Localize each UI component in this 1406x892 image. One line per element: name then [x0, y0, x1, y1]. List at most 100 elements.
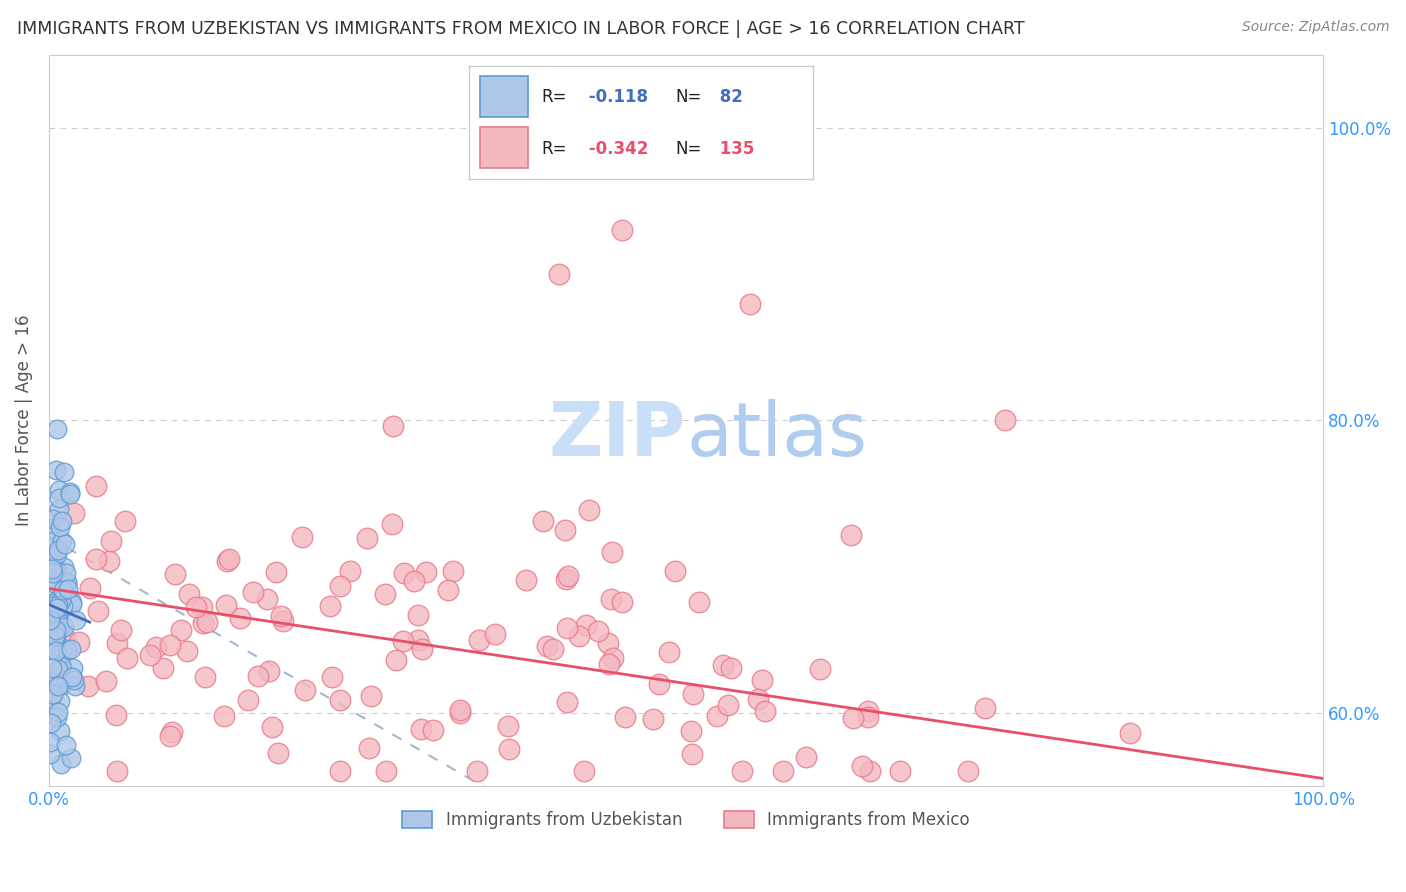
Point: [751, 673, 773, 688]
Point: [52, 667, 75, 681]
Y-axis label: In Labor Force | Age > 16: In Labor Force | Age > 16: [15, 315, 32, 526]
Point: [664, 564, 686, 578]
Point: [381, 517, 404, 532]
Point: [46, 679, 69, 693]
Point: [41, 561, 63, 575]
Point: [42, 686, 65, 700]
Point: [375, 764, 398, 779]
Point: [38, 747, 60, 761]
Point: [612, 223, 634, 237]
Point: [602, 651, 624, 665]
Point: [1119, 726, 1142, 740]
Point: [41, 541, 63, 555]
Point: [515, 573, 537, 587]
Point: [62, 661, 84, 675]
Point: [67, 635, 90, 649]
Point: [49, 756, 72, 771]
Point: [170, 623, 193, 637]
Point: [44, 629, 66, 643]
Point: [329, 579, 352, 593]
Point: [242, 585, 264, 599]
Point: [557, 569, 579, 583]
Point: [555, 621, 578, 635]
Point: [851, 759, 873, 773]
Point: [257, 664, 280, 678]
Point: [48, 623, 70, 637]
Point: [51, 514, 73, 528]
Point: [294, 683, 316, 698]
Point: [39, 716, 62, 731]
Point: [575, 617, 598, 632]
Point: [52, 620, 75, 634]
Point: [87, 604, 110, 618]
Point: [681, 724, 703, 739]
Point: [110, 624, 132, 638]
Point: [59, 485, 82, 500]
Point: [100, 534, 122, 549]
Point: [48, 483, 70, 498]
Point: [86, 552, 108, 566]
Point: [191, 615, 214, 630]
Point: [159, 730, 181, 744]
Point: [115, 651, 138, 665]
Point: [41, 661, 63, 675]
Point: [184, 599, 207, 614]
Point: [46, 610, 69, 624]
Point: [808, 662, 831, 676]
Point: [53, 631, 76, 645]
Point: [59, 641, 82, 656]
Point: [41, 554, 63, 568]
Point: [682, 687, 704, 701]
Point: [498, 742, 520, 756]
Point: [406, 608, 429, 623]
Point: [264, 565, 287, 579]
Point: [406, 633, 429, 648]
Point: [42, 632, 65, 647]
Point: [42, 533, 65, 548]
Point: [236, 693, 259, 707]
Point: [60, 597, 83, 611]
Text: IMMIGRANTS FROM UZBEKISTAN VS IMMIGRANTS FROM MEXICO IN LABOR FORCE | AGE > 16 C: IMMIGRANTS FROM UZBEKISTAN VS IMMIGRANTS…: [17, 20, 1025, 37]
Point: [39, 561, 62, 575]
Point: [45, 674, 67, 689]
Point: [53, 466, 76, 480]
Point: [572, 764, 595, 779]
Point: [46, 547, 69, 561]
Point: [79, 582, 101, 596]
Point: [391, 634, 413, 648]
Point: [84, 478, 107, 492]
Point: [60, 670, 83, 684]
Point: [215, 554, 238, 568]
Point: [45, 601, 67, 615]
Point: [547, 268, 569, 282]
Point: [46, 607, 69, 622]
Point: [449, 706, 471, 720]
Point: [45, 576, 67, 591]
Point: [738, 296, 761, 310]
Point: [711, 658, 734, 673]
Point: [956, 764, 979, 779]
Point: [163, 566, 186, 581]
Point: [578, 503, 600, 517]
Point: [48, 491, 70, 505]
Point: [52, 560, 75, 574]
Point: [688, 595, 710, 609]
Point: [772, 764, 794, 779]
Point: [55, 739, 77, 753]
Point: [41, 692, 63, 706]
Point: [717, 698, 740, 713]
Point: [468, 632, 491, 647]
Point: [214, 598, 236, 612]
Point: [246, 669, 269, 683]
Point: [839, 527, 862, 541]
Point: [49, 646, 72, 660]
Point: [271, 614, 294, 628]
Point: [48, 502, 70, 516]
Point: [319, 599, 342, 614]
Point: [60, 595, 83, 609]
Point: [45, 638, 67, 652]
Point: [145, 640, 167, 654]
Point: [731, 764, 754, 778]
Point: [45, 644, 67, 658]
Point: [794, 750, 817, 764]
